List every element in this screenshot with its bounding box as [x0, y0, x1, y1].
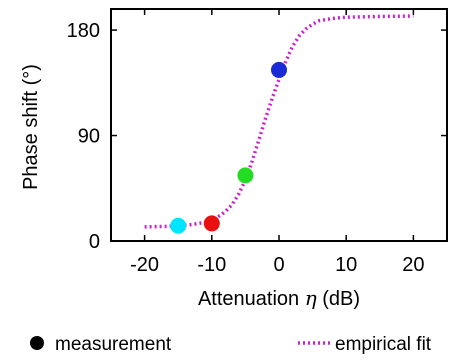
measurement-point: [203, 215, 220, 232]
y-axis-label: Phase shift (°): [20, 64, 42, 190]
y-tick-label: 0: [89, 231, 100, 253]
x-tick-label: -20: [130, 254, 159, 276]
plot-frame: [110, 8, 448, 242]
y-tick-label: 90: [78, 126, 100, 148]
legend: measurement empirical fit: [30, 334, 432, 355]
empirical-fit-line: [144, 14, 414, 229]
x-tick-label: 0: [273, 254, 284, 276]
x-axis-label: Attenuation η (dB): [198, 286, 360, 310]
legend-measurement-marker: [30, 336, 44, 350]
y-axis-ticks: 0 90 180: [67, 20, 447, 253]
measurement-point: [271, 61, 287, 78]
x-tick-label: -10: [197, 254, 226, 276]
x-tick-label: 10: [335, 254, 357, 276]
measurement-point: [170, 217, 187, 234]
y-tick-label: 180: [67, 20, 100, 42]
measurement-point: [237, 167, 254, 184]
x-tick-label: 20: [402, 254, 424, 276]
x-axis-ticks: -20 -10 0 10 20: [130, 9, 425, 276]
legend-measurement-label: measurement: [55, 334, 172, 355]
measurement-points: [170, 61, 287, 234]
legend-fit-label: empirical fit: [335, 334, 432, 355]
